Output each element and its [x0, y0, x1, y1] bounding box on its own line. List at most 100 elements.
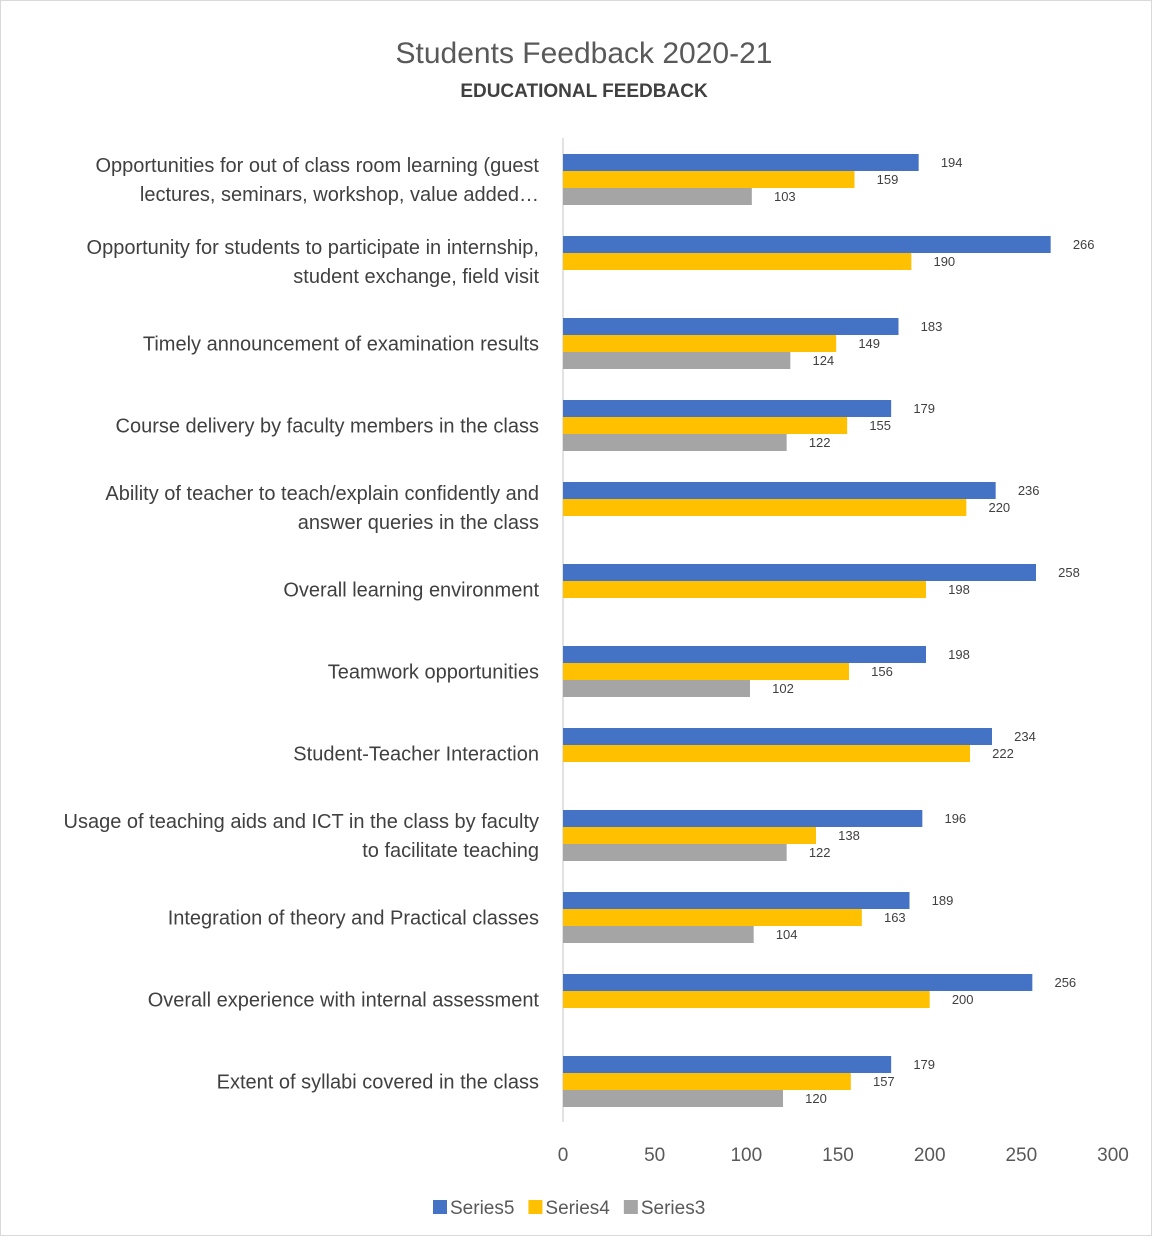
category-label: Overall learning environment [283, 580, 539, 602]
x-tick-label: 250 [1005, 1145, 1037, 1166]
value-axis-ticks: 0 50 100 150 200 250 300 [558, 1145, 1129, 1166]
bar-series3 [563, 680, 750, 697]
legend-swatch [528, 1200, 543, 1214]
data-label: 155 [869, 418, 891, 433]
data-label: 149 [858, 336, 880, 351]
x-tick-label: 300 [1097, 1145, 1129, 1166]
bar-series3 [563, 844, 787, 861]
data-label: 200 [952, 992, 974, 1007]
data-label: 256 [1054, 975, 1076, 990]
bar-series3 [563, 926, 754, 943]
data-label: 124 [812, 353, 834, 368]
bar-series5 [563, 564, 1036, 581]
category-label: Usage of teaching aids and ICT in the cl… [64, 811, 539, 833]
bar-series4 [563, 171, 855, 188]
data-label: 234 [1014, 729, 1036, 744]
data-label: 198 [948, 582, 970, 597]
x-tick-label: 150 [822, 1145, 854, 1166]
data-label: 190 [933, 254, 955, 269]
category-label: to facilitate teaching [362, 840, 539, 862]
bar-series4 [563, 1073, 851, 1090]
category-label: answer queries in the class [298, 512, 539, 534]
data-label: 163 [884, 910, 906, 925]
x-tick-label: 200 [914, 1145, 946, 1166]
data-label: 258 [1058, 565, 1080, 580]
legend-entry: Series4 [545, 1198, 610, 1219]
data-label: 266 [1073, 237, 1095, 252]
data-label: 138 [838, 828, 860, 843]
bar-series5 [563, 154, 919, 171]
bar-series5 [563, 810, 923, 827]
category-label: Overall experience with internal assessm… [148, 990, 540, 1012]
bar-series4 [563, 827, 816, 844]
bar-series4 [563, 745, 970, 762]
data-label: 179 [913, 401, 935, 416]
category-label: Student-Teacher Interaction [293, 744, 539, 766]
legend-swatch [623, 1200, 638, 1214]
data-label: 103 [774, 189, 796, 204]
bar-series4 [563, 991, 930, 1008]
data-label: 120 [805, 1091, 827, 1106]
data-label: 122 [809, 845, 831, 860]
bar-series5 [563, 646, 926, 663]
category-label: Opportunities for out of class room lear… [95, 155, 539, 177]
bar-series5 [563, 1056, 892, 1073]
bar-series4 [563, 581, 926, 598]
bar-series3 [563, 434, 787, 451]
category-label: Course delivery by faculty members in th… [116, 416, 540, 438]
chart-subtitle: EDUCATIONAL FEEDBACK [460, 81, 708, 102]
legend-entry: Series5 [450, 1198, 514, 1219]
data-label: 157 [873, 1074, 895, 1089]
data-label: 236 [1018, 483, 1040, 498]
bar-series4 [563, 499, 967, 516]
category-label: Timely announcement of examination resul… [143, 334, 539, 356]
bar-series5 [563, 892, 910, 909]
data-label: 179 [913, 1057, 935, 1072]
data-label: 189 [932, 893, 954, 908]
category-label: Ability of teacher to teach/explain conf… [105, 483, 539, 505]
bar-series5 [563, 482, 996, 499]
bar-series4 [563, 909, 862, 926]
x-tick-label: 100 [730, 1145, 762, 1166]
category-label: Opportunity for students to participate … [87, 237, 539, 259]
legend: Series5 Series4 Series3 [433, 1198, 705, 1219]
data-label: 196 [944, 811, 966, 826]
bar-series5 [563, 236, 1051, 253]
bar-series4 [563, 663, 849, 680]
x-tick-label: 50 [644, 1145, 665, 1166]
data-labels: 194 266 183 179 236 258 198 234 196 189 256 179 159 1… [772, 155, 1094, 1106]
bar-series4 [563, 417, 848, 434]
bar-series5 [563, 728, 992, 745]
category-label: Integration of theory and Practical clas… [168, 908, 539, 930]
bar-series3 [563, 352, 791, 369]
category-label: Extent of syllabi covered in the class [217, 1072, 539, 1094]
legend-entry: Series3 [641, 1198, 705, 1219]
bar-series3 [563, 188, 752, 205]
data-label: 104 [776, 927, 798, 942]
data-label: 222 [992, 746, 1014, 761]
bar-series5 [563, 400, 892, 417]
data-label: 156 [871, 664, 893, 679]
x-tick-label: 0 [558, 1145, 569, 1166]
category-label: Teamwork opportunities [328, 662, 539, 684]
category-label: lectures, seminars, workshop, value adde… [140, 184, 539, 206]
data-label: 183 [921, 319, 943, 334]
bar-series5 [563, 974, 1033, 991]
chart-title: Students Feedback 2020-21 [396, 37, 773, 70]
data-label: 198 [948, 647, 970, 662]
data-label: 220 [988, 500, 1010, 515]
bar-series4 [563, 253, 912, 270]
category-label: student exchange, field visit [293, 266, 539, 288]
data-label: 122 [809, 435, 831, 450]
data-label: 159 [877, 172, 899, 187]
bar-series3 [563, 1090, 783, 1107]
legend-swatch [433, 1200, 447, 1214]
data-label: 194 [941, 155, 963, 170]
category-labels: Opportunities for out of class room lear… [64, 155, 540, 1094]
bar-series4 [563, 335, 837, 352]
data-label: 102 [772, 681, 794, 696]
bar-series5 [563, 318, 899, 335]
bars [563, 154, 1051, 1107]
